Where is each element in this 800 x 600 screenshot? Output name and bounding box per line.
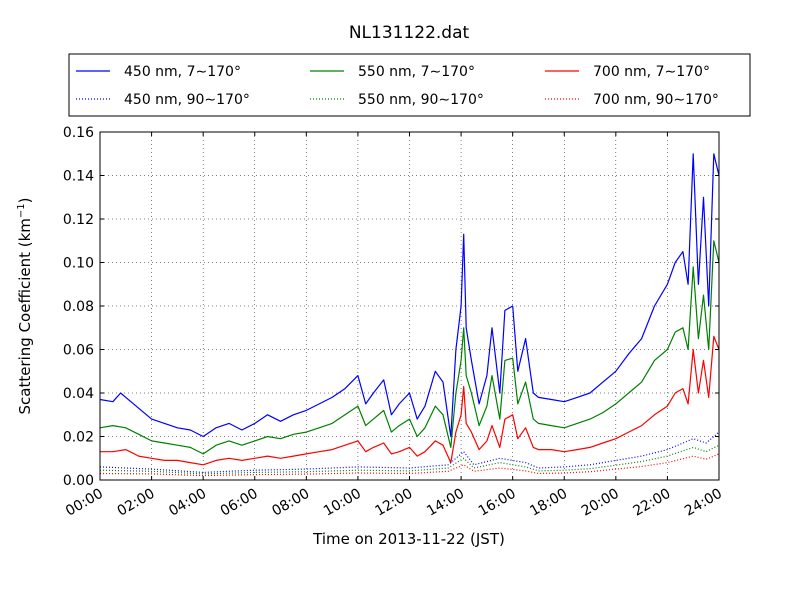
y-tick-label: 0.06 [63,343,94,359]
y-tick-label: 0.14 [63,169,94,185]
legend-label: 450 nm, 7∼170° [124,64,241,80]
x-tick-label: 20:00 [579,486,622,520]
y-tick-label: 0.08 [63,299,94,315]
y-tick-labels: 0.00 0.02 0.04 0.06 0.08 0.10 0.12 0.14 0.16 [63,125,94,489]
x-tick-label: 02:00 [115,486,158,520]
grid [100,132,719,480]
chart-title: NL131122.dat [349,23,470,43]
x-tick-label: 14:00 [424,486,467,520]
legend-label: 450 nm, 90∼170° [124,92,250,108]
y-axis-label-superscript: −1 [16,203,27,218]
series-line-1 [99,153,720,438]
x-tick-label: 10:00 [321,486,364,520]
y-axis-label: Scattering Coefficient (km−1) [16,197,34,414]
series-line-2 [99,240,720,455]
series-lines [99,153,720,477]
series-line-5 [99,444,720,475]
x-tick-label: 16:00 [476,486,519,520]
series-line-3 [100,335,720,466]
x-tick-label: 08:00 [269,486,312,520]
tick-marks [99,131,720,481]
y-tick-label: 0.10 [63,256,94,272]
legend-frame [68,53,751,117]
x-tick-label: 04:00 [166,486,209,520]
series-line-4 [99,431,720,473]
y-tick-label: 0.04 [63,386,94,402]
legend: 450 nm, 7∼170° 450 nm, 90∼170° 550 nm, 7∼1… [68,53,751,117]
x-tick-label: 00:00 [63,486,106,520]
y-tick-label: 0.12 [63,212,94,228]
x-tick-labels: 00:00 02:00 04:00 06:00 08:00 10:00 12:00 14:00… [63,486,725,520]
x-axis-label: Time on 2013-11-22 (JST) [312,530,505,548]
y-axis-label-close: ) [16,197,34,203]
y-axis-label-main: Scattering Coefficient (km [16,218,34,414]
y-tick-label: 0.02 [63,430,94,446]
y-tick-label: 0.00 [63,473,94,489]
legend-label: 550 nm, 90∼170° [358,92,484,108]
x-tick-label: 12:00 [373,486,416,520]
legend-label: 550 nm, 7∼170° [358,64,475,80]
x-tick-label: 06:00 [218,486,261,520]
legend-label: 700 nm, 90∼170° [593,92,719,108]
x-tick-label: 24:00 [682,486,725,520]
plot-area [99,131,720,481]
x-tick-label: 18:00 [527,486,570,520]
x-tick-label: 22:00 [630,486,673,520]
y-tick-label: 0.16 [63,125,94,141]
legend-label: 700 nm, 7∼170° [593,64,710,80]
